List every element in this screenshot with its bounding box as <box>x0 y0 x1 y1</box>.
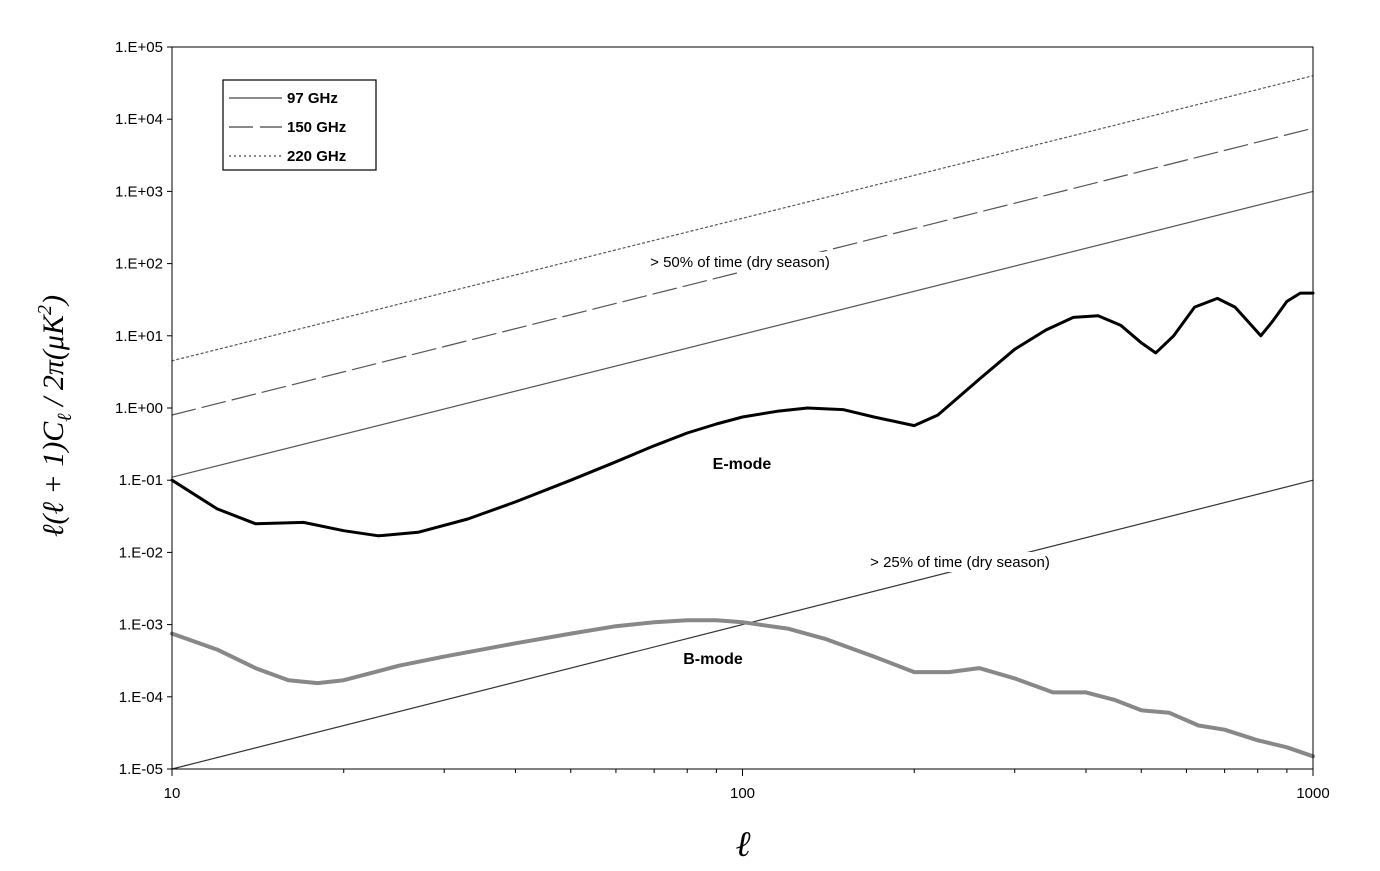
annotation-bg <box>850 552 1070 572</box>
legend: 97 GHz 150 GHz 220 GHz <box>222 79 377 171</box>
annotations: > 50% of time (dry season) > 25% of time … <box>630 252 1070 668</box>
x-tick-label: 1000 <box>1296 785 1329 802</box>
x-axis-label: ℓ <box>736 824 751 864</box>
y-axis-title: ℓ(ℓ + 1)Cℓ / 2π(μK2) <box>34 295 76 537</box>
series-line-220-ghz <box>171 75 1314 362</box>
plot-lines <box>170 75 1315 770</box>
y-tick-label: 1.E-01 <box>119 472 163 489</box>
x-tick-label: 100 <box>730 785 755 802</box>
y-tick-label: 1.E+04 <box>115 111 163 128</box>
series-line-e-mode <box>170 291 1315 538</box>
y-tick-label: 1.E+00 <box>115 400 163 417</box>
y-tick-label: 1.E+02 <box>115 256 163 273</box>
series-line-boundary-3 <box>171 479 1314 770</box>
legend-label: 220 GHz <box>287 148 346 165</box>
legend-label: 150 GHz <box>287 119 346 136</box>
series-line-b-mode <box>170 618 1315 759</box>
x-tick-label: 10 <box>164 785 181 802</box>
y-tick-label: 1.E-03 <box>119 617 163 634</box>
legend-box <box>222 79 377 171</box>
annotation-bg <box>630 252 850 272</box>
annotation-4: B-mode <box>683 651 743 668</box>
y-tick-label: 1.E+01 <box>115 328 163 345</box>
annotation-1: > 50% of time (dry season) <box>650 254 830 271</box>
x-axis: 10 100 1000 <box>164 769 1330 802</box>
y-tick-label: 1.E-05 <box>119 761 163 778</box>
series-line-150-ghz <box>171 127 1314 416</box>
y-tick-label: 1.E+03 <box>115 183 163 200</box>
annotation-3: E-mode <box>713 456 772 473</box>
y-tick-label: 1.E-02 <box>119 544 163 561</box>
y-tick-label: 1.E-04 <box>119 689 163 706</box>
series-line-97-ghz <box>171 190 1314 478</box>
x-axis-title: ℓ <box>736 824 751 864</box>
y-axis: 1.E+05 1.E+04 1.E+03 1.E+02 1.E+01 1.E+00 1.E-… <box>115 39 172 778</box>
legend-label: 97 GHz <box>287 90 338 107</box>
annotation-2: > 25% of time (dry season) <box>870 554 1050 571</box>
y-axis-label: ℓ(ℓ + 1)Cℓ / 2π(μK2) <box>34 295 76 537</box>
y-tick-label: 1.E+05 <box>115 39 163 56</box>
